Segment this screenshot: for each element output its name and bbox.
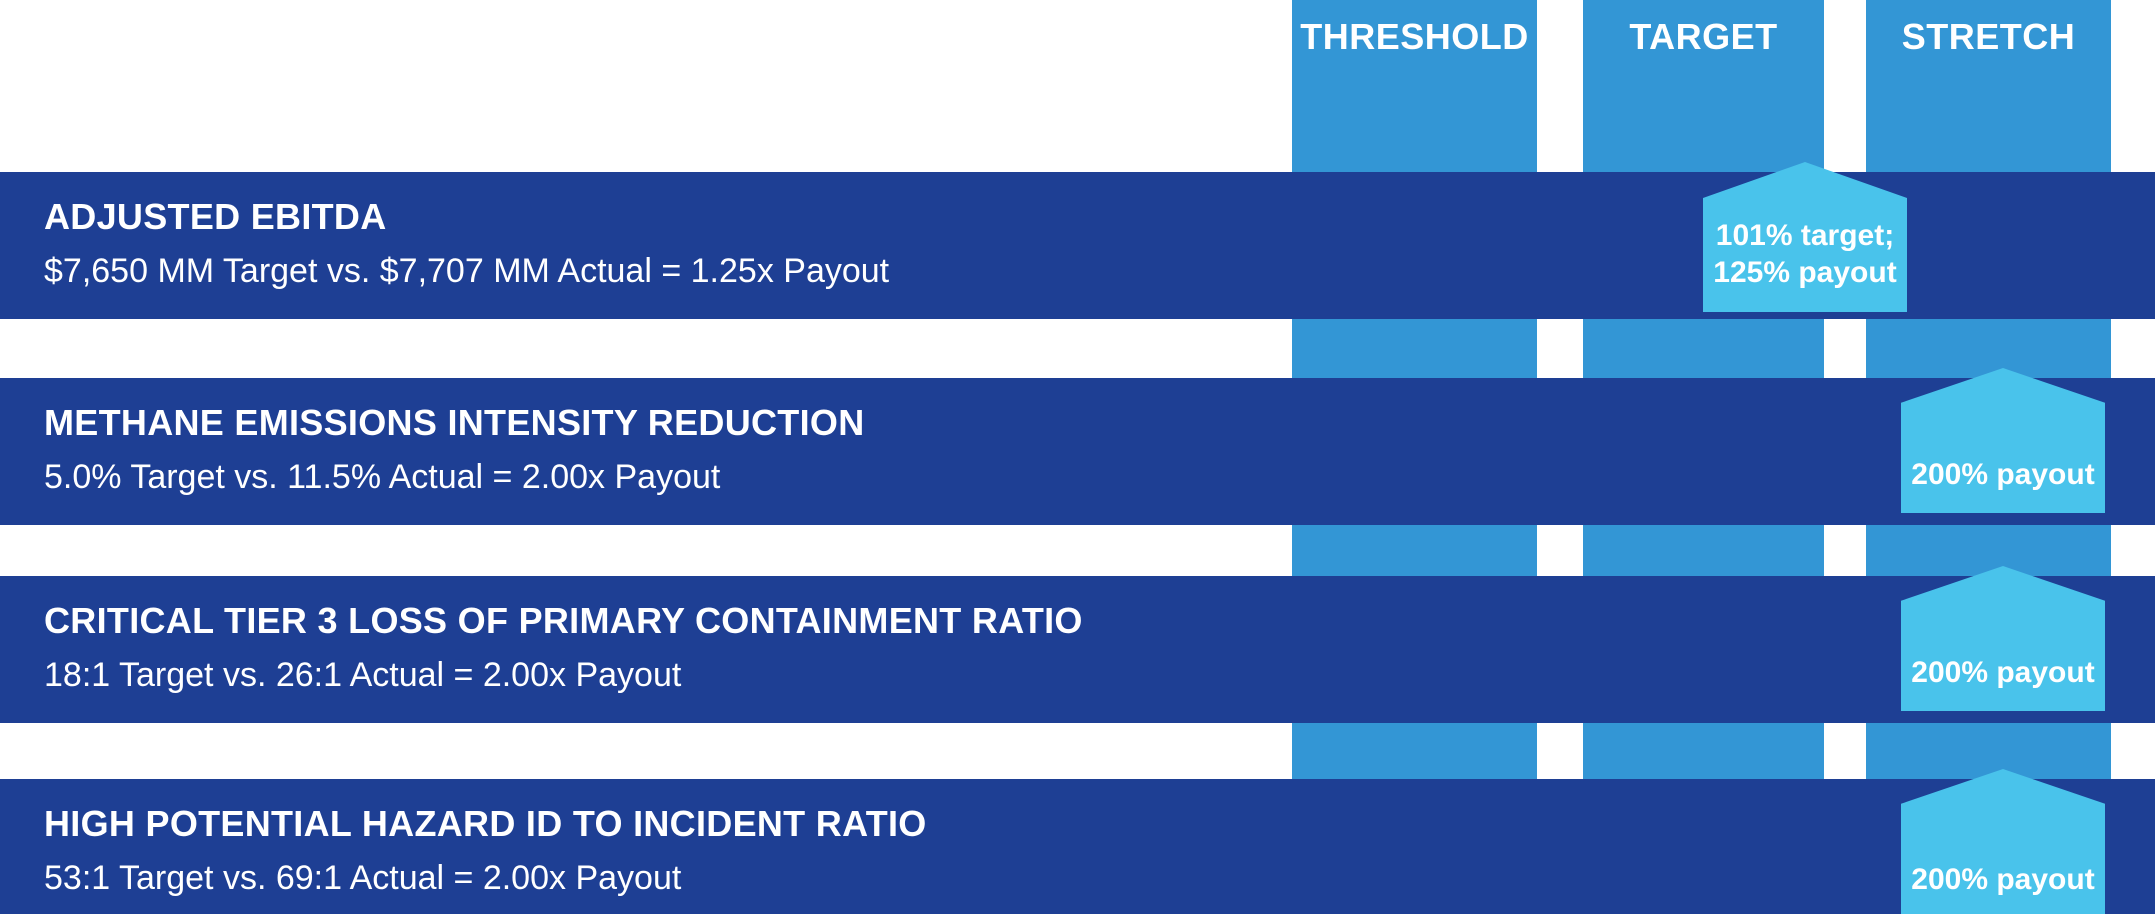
payout-marker-label: 200% payout: [1911, 862, 2095, 896]
metric-row-tier3-containment: CRITICAL TIER 3 LOSS OF PRIMARY CONTAINM…: [0, 576, 2155, 723]
payout-marker-label: 101% target;: [1715, 218, 1895, 252]
metric-row-methane-emissions: METHANE EMISSIONS INTENSITY REDUCTION 5.…: [0, 378, 2155, 525]
metric-detail: $7,650 MM Target vs. $7,707 MM Actual = …: [44, 252, 890, 290]
metric-row-hazard-id-incident: HIGH POTENTIAL HAZARD ID TO INCIDENT RAT…: [0, 779, 2155, 914]
payout-marker-label: 200% payout: [1911, 655, 2095, 689]
target-column-header: TARGET: [1629, 16, 1778, 57]
payout-marker-label: 125% payout: [1713, 256, 1897, 289]
metric-detail: 18:1 Target vs. 26:1 Actual = 2.00x Payo…: [44, 656, 682, 694]
metric-title: ADJUSTED EBITDA: [44, 196, 387, 237]
stretch-column-header: STRETCH: [1901, 16, 2076, 57]
payout-marker-label: 200% payout: [1911, 457, 2095, 491]
metric-title: CRITICAL TIER 3 LOSS OF PRIMARY CONTAINM…: [44, 600, 1083, 641]
payout-marker-hazard-id-incident: 200% payout: [1901, 769, 2105, 914]
payout-marker-adjusted-ebitda: 101% target; 125% payout: [1703, 162, 1907, 312]
metric-detail: 53:1 Target vs. 69:1 Actual = 2.00x Payo…: [44, 859, 682, 897]
metric-title: HIGH POTENTIAL HAZARD ID TO INCIDENT RAT…: [44, 803, 927, 844]
payout-marker-methane-emissions: 200% payout: [1901, 368, 2105, 513]
metric-detail: 5.0% Target vs. 11.5% Actual = 2.00x Pay…: [44, 458, 721, 496]
payout-marker-tier3-containment: 200% payout: [1901, 566, 2105, 711]
metric-title: METHANE EMISSIONS INTENSITY REDUCTION: [44, 402, 865, 443]
threshold-column-header: THRESHOLD: [1300, 16, 1529, 57]
